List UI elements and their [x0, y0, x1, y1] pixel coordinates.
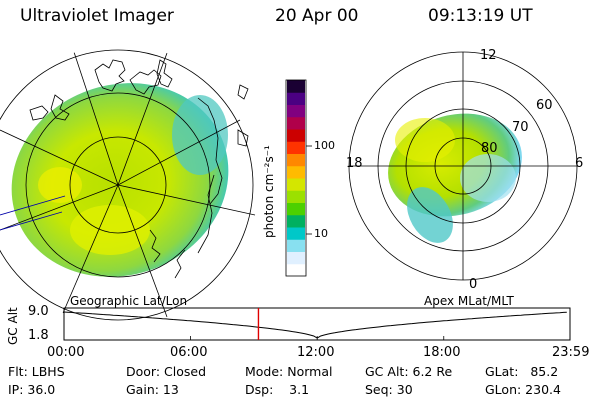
terminator-lines	[0, 195, 66, 231]
colorbar-segment	[287, 239, 305, 252]
colorbar-segment	[287, 227, 305, 240]
colorbar-segment	[287, 202, 305, 216]
date-label: 20 Apr 00	[275, 6, 359, 26]
mlt-grid	[348, 51, 578, 281]
colorbar-segment	[287, 153, 305, 167]
colorbar-segment	[287, 178, 305, 191]
glat-info: GLat: 85.2	[485, 364, 559, 379]
timeline-axis-label: GC Alt	[6, 307, 20, 345]
mlt-label-12: 12	[480, 48, 497, 63]
geographic-projection-label: Geographic Lat/Lon	[70, 294, 188, 308]
glon-info: GLon: 230.4	[485, 382, 561, 397]
colorbar-label-10: 10	[314, 227, 328, 240]
colorbar-segment	[287, 141, 305, 154]
colorbar-segment	[287, 190, 305, 203]
altitude-timeline	[63, 307, 571, 341]
ip-info: IP: 36.0	[8, 382, 56, 397]
timeline-ytick-min: 1.8	[28, 328, 49, 343]
dsp-info: Dsp: 3.1	[245, 382, 310, 397]
lat-label-60: 60	[536, 98, 553, 113]
emission-blob	[172, 95, 228, 175]
door-info: Door: Closed	[126, 364, 207, 379]
mlt-label-18: 18	[346, 156, 363, 171]
lat-lon-grid	[0, 45, 256, 325]
apex-projection-label: Apex MLat/MLT	[424, 294, 514, 308]
colorbar-segment	[287, 116, 305, 130]
timeline-ytick-max: 9.0	[28, 304, 49, 319]
emission-bright-spot	[70, 205, 150, 255]
coastlines	[29, 59, 249, 279]
mode-info: Mode: Normal	[245, 364, 333, 379]
mlt-label-0: 0	[469, 277, 478, 292]
colorbar	[285, 79, 312, 277]
time-axis-ticks	[63, 336, 571, 340]
instrument-title: Ultraviolet Imager	[20, 6, 174, 26]
lat-label-70: 70	[512, 120, 529, 135]
timeline-xtick-2359: 23:59	[552, 345, 590, 360]
colorbar-segment	[287, 214, 305, 228]
timeline-xtick-1800: 18:00	[423, 345, 461, 360]
colorbar-label-100: 100	[314, 139, 335, 152]
colorbar-segment	[287, 129, 305, 142]
colorbar-segment	[287, 104, 305, 118]
colorbar-unit-label: photon cm⁻²s⁻¹	[262, 145, 276, 238]
filter-info: Flt: LBHS	[8, 364, 65, 379]
time-label: 09:13:19 UT	[428, 6, 533, 26]
timeline-xtick-0000: 00:00	[47, 345, 85, 360]
geographic-image	[0, 45, 256, 325]
colorbar-segment	[287, 251, 305, 265]
timeline-xtick-0600: 06:00	[170, 345, 208, 360]
apex-polar-image	[348, 51, 578, 281]
timeline-xtick-1200: 12:00	[297, 345, 335, 360]
seq-info: Seq: 30	[365, 382, 413, 397]
gc-alt-info: GC Alt: 6.2 Re	[365, 364, 453, 379]
colorbar-segment	[287, 80, 305, 93]
colorbar-segment	[287, 165, 305, 179]
emission-tail	[407, 187, 453, 243]
gain-info: Gain: 13	[126, 382, 179, 397]
lat-label-80: 80	[481, 141, 498, 156]
colorbar-segment	[287, 92, 305, 105]
mlt-label-6: 6	[575, 156, 584, 171]
altitude-curve	[63, 311, 567, 339]
colorbar-segment	[287, 263, 305, 277]
